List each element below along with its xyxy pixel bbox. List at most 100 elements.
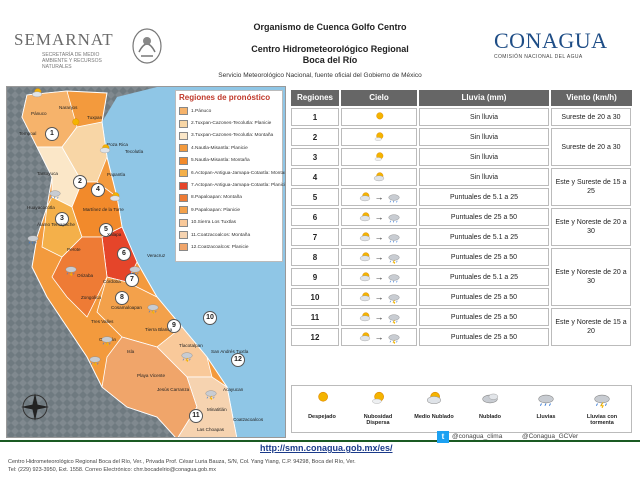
tormenta-icon [89,356,101,366]
table-row-rain: Puntuales de 25 a 50 [419,248,549,266]
city-label: Veracruz [147,253,166,258]
footer-address: Centro Hidrometeorológico Regional Boca … [8,459,356,465]
city-label: Cosamaloapan [111,305,142,310]
table-row-rain: Puntuales de 25 a 50 [419,208,549,226]
arrow-right-icon: → [374,252,384,262]
city-label: Minatitlán [207,407,227,412]
sky-legend-item: Despejado [298,390,346,420]
region-number-marker[interactable]: 10 [203,311,217,325]
table-row-region: 5 [291,188,339,206]
table-row-wind: Este y Sureste de 15 a 25 [551,168,631,206]
tormenta-icon [147,304,159,314]
smn-link[interactable]: http://smn.conagua.gob.mx/es/ [260,443,393,453]
header: SEMARNAT SECRETARÍA DE MEDIO AMBIENTE Y … [0,0,640,86]
legend-label: 12.Coatzacoalcos: Planicie [191,244,249,250]
lluvias-icon [388,213,399,223]
legend-label: 2.Tuxpan-Cazones-Tecolutla: Planicie [191,121,272,127]
region-number-marker[interactable]: 9 [167,319,181,333]
region-number-marker[interactable]: 7 [125,273,139,287]
table-row-sky: → [341,248,417,266]
facebook-handle[interactable]: @Conagua_GCVer [522,433,579,440]
nubosidad-dispersa-icon [374,131,384,141]
conagua-logo[interactable]: CONAGUA COMISIÓN NACIONAL DEL AGUA [494,28,634,68]
table-row-rain: Sin lluvia [419,148,549,166]
tormenta-icon [594,394,610,408]
legend-label: 4.Nautla-Misantla: Planicie [191,145,248,151]
legend-row: 9.Papaloapan: Planicie [176,204,282,216]
map-weather-marker [25,232,45,246]
table-row-region: 12 [291,328,339,346]
lluvias-icon [388,233,399,243]
tormenta-icon [388,313,399,324]
table-row-region: 11 [291,308,339,326]
table-row-sky: → [341,208,417,226]
region-number-marker[interactable]: 1 [45,127,59,141]
legend-row: 12.Coatzacoalcos: Planicie [176,241,282,253]
legend-swatch [179,243,188,252]
lluvias-icon [129,266,141,275]
map-weather-marker [107,191,127,205]
map-weather-marker [179,349,199,363]
medio-nublado-icon [31,88,43,98]
region-number-marker[interactable]: 12 [231,353,245,367]
table-row-rain: Puntuales de 5.1 a 25 [419,228,549,246]
medio-nublado-icon [426,391,442,405]
location-title: Boca del Río [302,55,358,65]
region-number-marker[interactable]: 6 [117,247,131,261]
nublado-icon [482,393,499,404]
legend-title: Regiones de pronóstico [179,93,271,102]
city-label: Naranjos [59,105,78,110]
compass-icon [21,393,49,421]
legend-swatch [179,119,188,128]
table-row-region: 9 [291,268,339,286]
region-number-marker[interactable]: 8 [115,291,129,305]
twitter-icon[interactable]: t [437,431,449,443]
city-label: Tres Valles [91,319,114,324]
tormenta-icon [388,253,399,264]
sky-legend-label: Medio Nublado [414,414,454,420]
medio-nublado-icon [359,311,370,321]
medio-nublado-icon [373,171,385,181]
map-weather-marker [97,143,117,157]
table-row-region: 6 [291,208,339,226]
map-weather-marker [127,263,147,277]
region-number-marker[interactable]: 3 [55,212,69,226]
legend-label: 10.Sierra Los Tuxtlas [191,220,237,226]
header-regiones: Regiones [291,90,339,106]
forecast-map[interactable]: Regiones de pronóstico 1.Pánuco 2.Tuxpan-… [6,86,286,438]
table-row-region: 7 [291,228,339,246]
semarnat-logo[interactable]: SEMARNAT SECRETARÍA DE MEDIO AMBIENTE Y … [8,20,162,76]
city-label: Zongolica [81,295,101,300]
city-label: Xalapa [107,232,122,237]
medio-nublado-icon [359,271,370,281]
twitter-handle[interactable]: @conagua_clima [452,433,503,440]
arrow-right-icon: → [374,192,384,202]
city-label: Isla [127,349,135,354]
city-label: Pánuco [31,111,47,116]
city-label: San Andrés Tuxtla [211,349,249,354]
region-number-marker[interactable]: 11 [189,409,203,423]
semarnat-subtitle: SECRETARÍA DE MEDIO AMBIENTE Y RECURSOS … [42,52,102,70]
table-row-region: 1 [291,108,339,126]
table-row-rain: Sin lluvia [419,108,549,126]
region-number-marker[interactable]: 2 [73,175,87,189]
legend-row: 6.Actopan-Antigua-Jamapa-Cotaxtla: Monta… [176,167,285,179]
region-number-marker[interactable]: 5 [99,223,113,237]
arrow-right-icon: → [374,232,384,242]
legend-swatch [179,169,188,178]
table-row-region: 8 [291,248,339,266]
city-label: Coatzacoalcos [233,417,264,422]
table-row-sky [341,128,417,146]
lluvias-icon [388,273,399,283]
tormenta-icon [101,336,113,346]
sky-legend-item: Lluvias con tormenta [578,390,626,426]
header-cielo: Cielo [341,90,417,106]
legend-label: 6.Actopan-Antigua-Jamapa-Cotaxtla: Monta… [191,170,286,176]
map-weather-marker [99,333,119,347]
map-weather-marker [145,301,165,315]
footer-divider [0,440,640,442]
tormenta-icon [65,266,77,276]
region-number-marker[interactable]: 4 [91,183,105,197]
legend-swatch [179,131,188,140]
tormenta-icon [181,352,193,362]
